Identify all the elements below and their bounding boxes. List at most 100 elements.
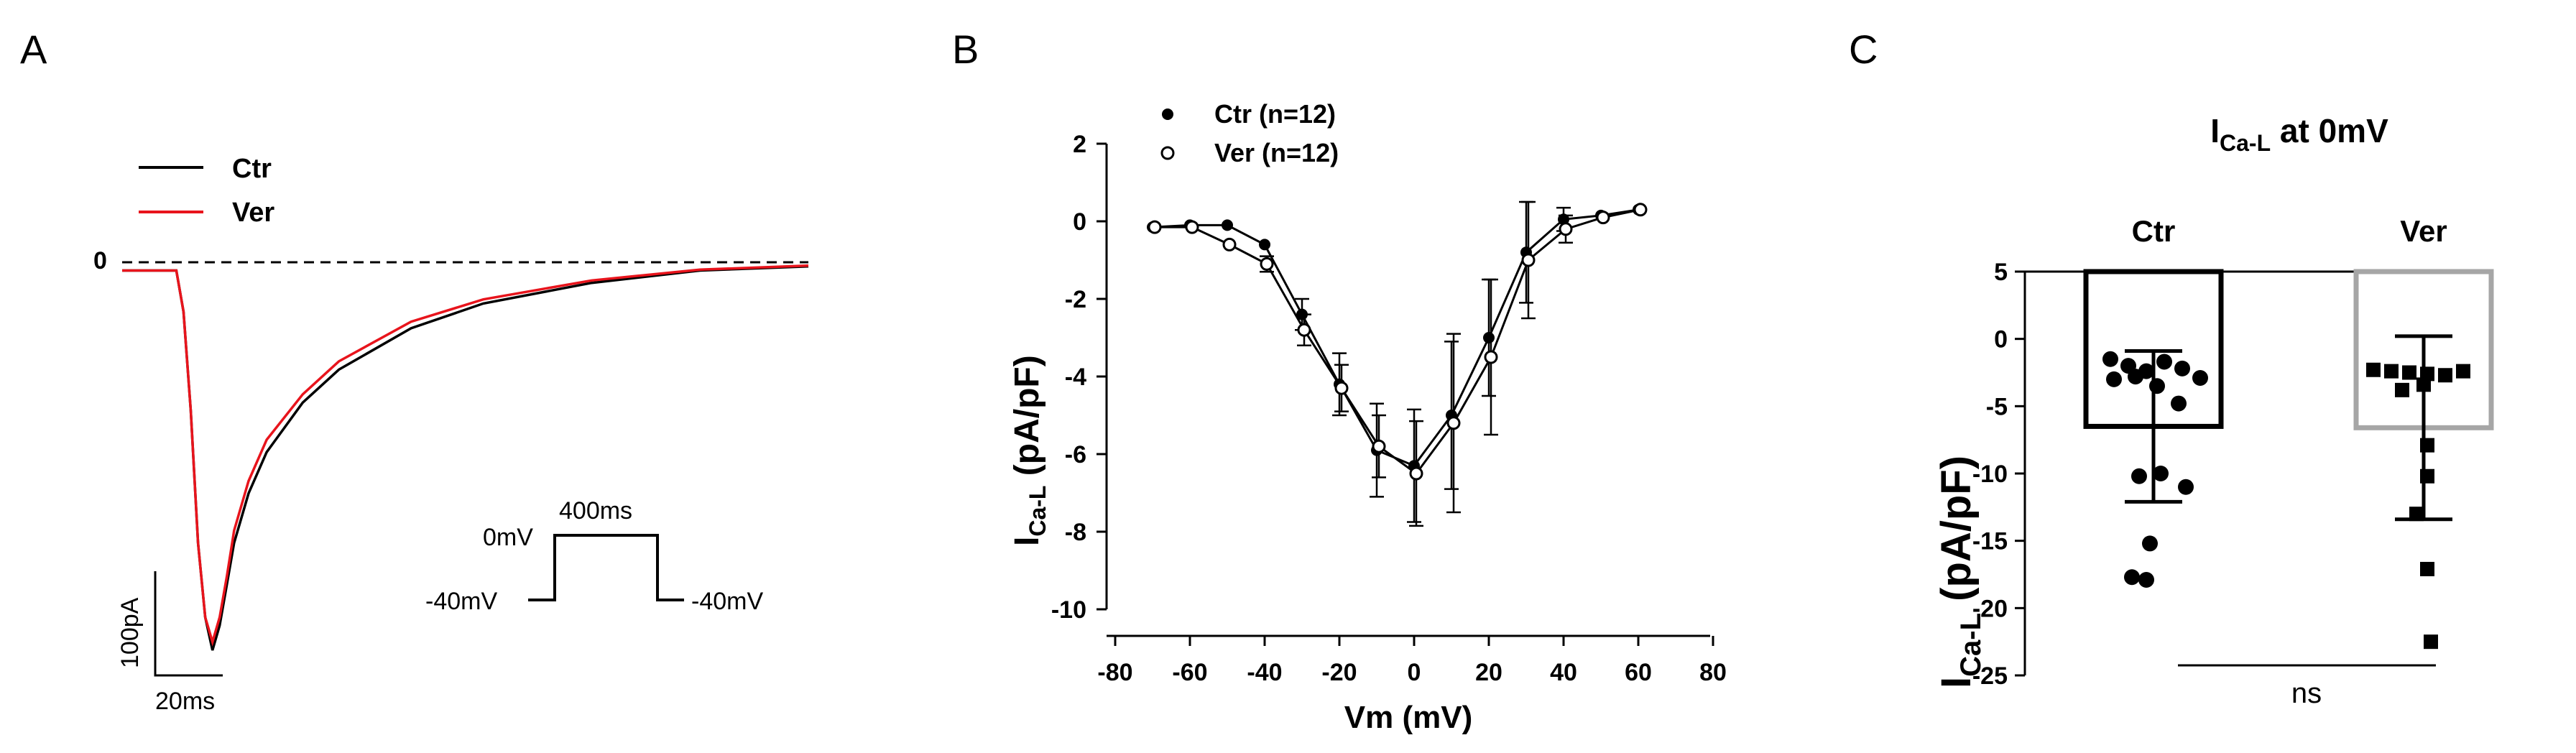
iv-x-tick-label-5: 20 [1475,659,1502,686]
scatter-point-ctr-3 [2156,354,2172,370]
scatter-point-ver-5 [2456,364,2470,379]
iv-point-ctr-3 [1259,239,1270,251]
iv-point-ver-0 [1148,220,1162,234]
iv-y-tick-label-1: 0 [1073,208,1086,236]
legend-ctr-label: Ctr [232,154,272,184]
iv-point-ver-1 [1185,220,1199,234]
protocol-hold-left-label: -40mV [425,588,497,615]
scatter-point-ctr-7 [2128,369,2143,385]
scatter-point-ctr-9 [2171,395,2187,412]
scatter-point-ver-8 [2420,438,2434,453]
panel-b-iv-curve: 20-2-4-6-8-10 -80 -60 -40 -20 0 20 40 60 80 Vm (… [1008,99,1727,735]
iv-y-tick-label-0: 2 [1073,131,1086,158]
iv-x-tick-label-4: 0 [1408,659,1421,686]
bar-category-ctr: Ctr [2132,214,2176,248]
scatter-point-ver-6 [2395,382,2409,397]
iv-point-ver-10 [1521,253,1536,267]
scatter-point-ctr-11 [2153,466,2169,481]
legend-ctr-n-label: Ctr (n=12) [1214,99,1336,129]
scatter-point-ver-11 [2420,562,2434,577]
scatter-point-ctr-4 [2174,360,2190,376]
iv-point-ctr-2 [1222,219,1233,231]
bar-y-tick-label-2: -5 [1986,393,2008,420]
iv-point-ver-8 [1446,416,1461,430]
scatter-point-ctr-10 [2131,468,2147,484]
iv-x-axis-title: Vm (mV) [1344,700,1472,735]
legend-ver-marker [1160,146,1175,160]
iv-x-tick-label-1: -60 [1172,659,1207,686]
iv-y-ticks: 2 0 -2 -4 -6 -8 -10 [1051,131,1107,624]
iv-point-ver-6 [1372,439,1386,453]
scatter-point-ctr-5 [2192,369,2208,386]
iv-y-axis-title: ICa-L (pA/pF) [1008,355,1051,546]
scatter-point-ctr-15 [2138,571,2154,588]
significance-label: ns [2291,678,2322,709]
voltage-protocol-trace [528,534,684,601]
scatter-point-ctr-12 [2178,479,2194,495]
panel-c-bar-chart: ICa-L at 0mV 5 0 -5 -10 -15 -20 -25 ICa-L (pA/… [1933,112,2494,709]
protocol-hold-right-label: -40mV [691,588,763,615]
bar-chart-title: ICa-L at 0mV [2210,112,2388,156]
panel-label-a: A [20,27,47,72]
scatter-point-ver-10 [2409,507,2424,522]
scale-bar [154,571,223,677]
panel-label-c: C [1849,27,1878,72]
scatter-point-ctr-14 [2124,569,2140,586]
iv-point-ctr-11 [1558,213,1569,226]
legend-ver-n-label: Ver (n=12) [1214,138,1339,167]
bar-category-ver: Ver [2400,214,2447,248]
iv-x-tick-label-0: -80 [1097,659,1132,686]
scatter-point-ver-7 [2416,377,2431,392]
iv-line-ver [1155,208,1641,476]
iv-point-ver-13 [1633,203,1648,217]
iv-x-tick-label-8: 80 [1699,659,1727,686]
iv-point-ver-9 [1484,350,1498,364]
iv-x-tick-label-6: 40 [1550,659,1577,686]
bar-y-tick-label-0: 5 [1994,259,2008,286]
scatter-point-ver-2 [2402,365,2416,380]
iv-point-ctr-4 [1296,308,1308,320]
iv-points [1147,203,1648,481]
bar-y-tick-label-6: -25 [1972,662,2008,690]
iv-y-tick-label-3: -4 [1065,364,1086,391]
bar-y-tick-label-4: -15 [1972,528,2008,555]
scatter-point-ver-0 [2366,362,2381,377]
iv-x-ticks: -80 -60 -40 -20 0 20 40 60 80 [1097,636,1727,686]
iv-error-bars [1260,200,1573,527]
legend-ctr-marker [1162,108,1173,120]
bar-y-axis-title: ICa-L (pA/pF) [1933,456,1987,688]
bar-y-ticks: 5 0 -5 -10 -15 -20 -25 [1972,259,2025,690]
bar-y-tick-label-5: -20 [1972,595,2008,622]
scale-bar-current-label: 100pA [116,597,144,668]
iv-point-ver-12 [1596,211,1610,225]
bar-scatter-points [2102,351,2470,650]
protocol-step-label: 0mV [483,524,533,551]
legend-ver-label: Ver [232,198,274,228]
iv-point-ver-2 [1222,237,1237,251]
iv-y-tick-label-4: -6 [1065,441,1086,468]
panel-label-b: B [952,27,979,72]
scatter-point-ver-1 [2384,364,2399,379]
iv-point-ctr-9 [1483,332,1495,343]
scatter-point-ver-9 [2420,468,2434,484]
protocol-duration-label: 400ms [559,497,632,525]
scatter-point-ctr-13 [2142,535,2158,552]
scatter-point-ctr-0 [2102,351,2118,367]
bar-y-tick-label-1: 0 [1994,326,2008,354]
iv-x-tick-label-2: -40 [1247,659,1282,686]
iv-point-ver-7 [1409,466,1423,481]
zero-current-label: 0 [93,247,107,274]
scale-bar-time-label: 20ms [155,688,215,715]
iv-point-ver-3 [1260,257,1274,271]
panel-a-current-traces: Ctr Ver 0 100pA 20ms -40mV 0mV 400ms -40… [93,154,809,715]
iv-point-ver-11 [1559,222,1573,236]
iv-x-tick-label-3: -20 [1321,659,1357,686]
scatter-point-ctr-6 [2106,371,2122,387]
scatter-point-ver-12 [2424,634,2438,650]
scatter-point-ver-4 [2438,368,2452,383]
iv-y-tick-label-6: -10 [1051,596,1086,624]
trace-ver [122,264,809,647]
iv-x-tick-label-7: 60 [1625,659,1652,686]
scatter-point-ctr-8 [2149,378,2165,394]
